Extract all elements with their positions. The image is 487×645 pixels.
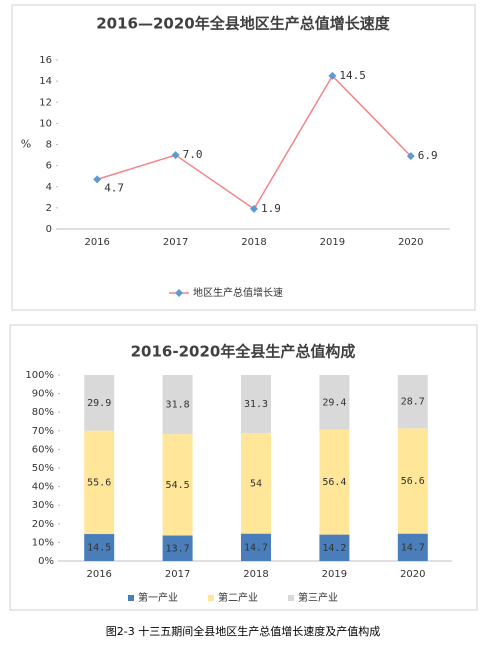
marker xyxy=(93,175,102,184)
bar-segment xyxy=(241,533,271,561)
marker xyxy=(250,204,258,213)
chart-title: 2016—2020年全县地区生产总值增长速度 xyxy=(96,15,390,33)
data-label: 54.5 xyxy=(166,480,190,491)
x-tick-label: 2020 xyxy=(398,237,423,248)
marker xyxy=(328,71,337,80)
y-tick-label: 40% xyxy=(32,482,54,493)
y-tick-label: 100% xyxy=(25,370,54,381)
y-tick-label: 0% xyxy=(38,556,54,567)
bar-segment xyxy=(319,429,350,535)
data-label: 4.7 xyxy=(104,181,124,194)
data-label: 56.4 xyxy=(322,477,346,488)
bar-segment xyxy=(162,375,193,435)
bar-segment xyxy=(319,375,350,430)
y-tick-label: 14 xyxy=(39,76,52,87)
y-tick-label: 20% xyxy=(32,519,54,530)
legend-swatch xyxy=(128,595,134,601)
data-label: 14.7 xyxy=(244,542,268,553)
y-tick-label: 60% xyxy=(32,444,54,455)
legend-swatch xyxy=(208,595,214,601)
data-label: 28.7 xyxy=(401,397,425,408)
y-tick-label: 30% xyxy=(32,500,54,511)
x-tick-label: 2016 xyxy=(86,569,111,580)
caption: 图2-3 十三五期间全县地区生产总值增长速度及产值构成 xyxy=(106,624,380,638)
bar-segment xyxy=(319,534,350,561)
y-tick-label: 90% xyxy=(32,389,54,400)
data-label: 31.8 xyxy=(166,400,190,411)
legend-label: 地区生产总值增长速 xyxy=(193,286,283,299)
x-tick-label: 2017 xyxy=(163,237,188,248)
x-tick-label: 2019 xyxy=(322,569,347,580)
data-label: 29.4 xyxy=(322,397,346,408)
bar-segment xyxy=(84,375,115,431)
x-tick-label: 2016 xyxy=(84,237,109,248)
bar-segment xyxy=(162,434,193,536)
data-label: 7.0 xyxy=(183,148,203,161)
y-tick-label: 12 xyxy=(39,97,52,108)
data-label: 54 xyxy=(250,478,262,489)
y-tick-label: 2 xyxy=(46,203,52,214)
data-label: 29.9 xyxy=(87,398,111,409)
x-tick-label: 2020 xyxy=(400,569,425,580)
chart-title: 2016-2020年全县生产总值构成 xyxy=(131,343,356,361)
legend-swatch xyxy=(288,595,294,601)
bar-segment xyxy=(162,535,193,561)
bar-segment xyxy=(84,430,115,535)
marker xyxy=(171,151,180,160)
y-tick-label: 6 xyxy=(46,161,52,172)
data-label: 56.6 xyxy=(401,476,425,487)
legend-label: 第一产业 xyxy=(138,591,178,604)
bar-segment xyxy=(397,533,428,561)
bar-segment xyxy=(84,534,115,561)
x-tick-label: 2019 xyxy=(320,237,345,248)
data-label: 13.7 xyxy=(166,543,190,554)
x-tick-label: 2018 xyxy=(241,237,266,248)
data-label: 14.5 xyxy=(339,69,366,82)
y-tick-label: 16 xyxy=(39,55,52,66)
bar-segment xyxy=(397,375,428,429)
chart-frame xyxy=(11,4,476,311)
y-tick-label: 50% xyxy=(32,463,54,474)
data-label: 55.6 xyxy=(87,477,111,488)
y-tick-label: 10 xyxy=(39,118,52,129)
bar-segment xyxy=(241,375,271,434)
y-axis-label: % xyxy=(21,138,31,151)
y-tick-label: 80% xyxy=(32,407,54,418)
bar-segment xyxy=(397,428,428,534)
y-tick-label: 10% xyxy=(32,537,54,548)
x-tick-label: 2017 xyxy=(165,569,190,580)
data-label: 6.9 xyxy=(418,149,438,162)
y-tick-label: 70% xyxy=(32,426,54,437)
data-label: 1.9 xyxy=(261,202,281,215)
data-label: 31.3 xyxy=(244,399,268,410)
legend-marker xyxy=(175,289,183,297)
legend-label: 第三产业 xyxy=(298,591,338,604)
legend-label: 第二产业 xyxy=(218,591,258,604)
data-label: 14.5 xyxy=(87,543,111,554)
bar-segment xyxy=(241,433,271,534)
y-tick-label: 4 xyxy=(46,182,52,193)
y-tick-label: 8 xyxy=(46,140,52,151)
data-label: 14.2 xyxy=(322,543,346,554)
data-label: 14.7 xyxy=(401,542,425,553)
x-tick-label: 2018 xyxy=(243,569,268,580)
y-tick-label: 0 xyxy=(46,224,52,235)
marker xyxy=(406,152,415,161)
